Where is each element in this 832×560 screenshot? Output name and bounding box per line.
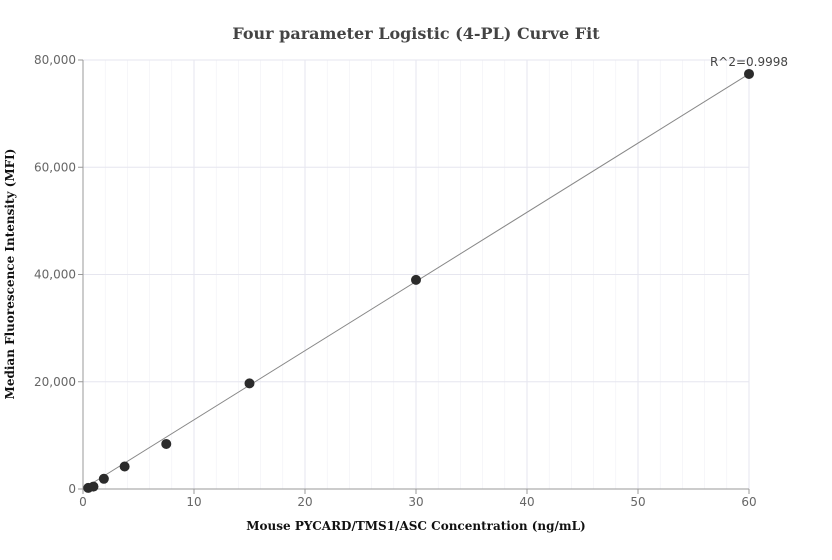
chart-title: Four parameter Logistic (4-PL) Curve Fit [232,24,600,43]
y-tick-label: 20,000 [34,375,76,389]
x-tick-label: 0 [79,495,87,509]
tick-labels: 0 10 20 30 40 50 60 0 20,000 40,000 60,000 80,000 [34,53,757,509]
x-axis-title: Mouse PYCARD/TMS1/ASC Concentration (ng/… [246,519,585,533]
x-tick-label: 50 [630,495,645,509]
y-axis-title: Median Fluorescence Intensity (MFI) [3,149,17,400]
data-points [83,68,754,493]
x-tick-label: 30 [408,495,423,509]
y-tick-label: 40,000 [34,268,76,282]
x-tick-label: 10 [186,495,201,509]
r-squared-annotation: R^2=0.9998 [710,55,788,69]
x-tick-label: 20 [297,495,312,509]
y-tick-label: 0 [68,482,76,496]
axes [78,59,750,494]
data-point [411,274,421,285]
data-point [161,438,172,449]
data-point [119,461,130,472]
y-tick-label: 80,000 [34,53,76,67]
x-tick-label: 40 [519,495,534,509]
data-point [744,68,754,79]
data-point [244,378,255,389]
data-point [88,481,99,492]
y-tick-label: 60,000 [34,160,76,174]
data-point [98,473,109,484]
x-tick-label: 60 [741,495,756,509]
grid-lines [82,59,750,490]
